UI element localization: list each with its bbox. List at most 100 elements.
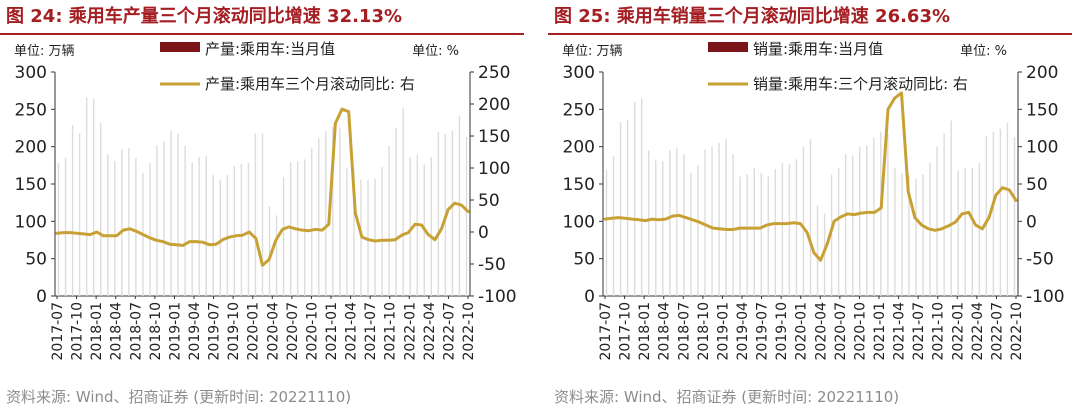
bar	[430, 157, 433, 296]
y-right-tick-label: 50	[1026, 175, 1048, 195]
bar	[605, 169, 608, 296]
x-tick-label: 2020-01	[246, 302, 262, 361]
bar	[395, 128, 397, 296]
unit-left: 单位: 万辆	[14, 44, 75, 59]
bar	[339, 127, 341, 297]
bar	[725, 139, 727, 296]
unit-left: 单位: 万辆	[562, 44, 623, 59]
title-rule	[0, 33, 524, 35]
x-tick-label: 2017-10	[70, 302, 86, 361]
y-left-tick-label: 300	[15, 63, 47, 83]
bar	[760, 172, 762, 296]
y-left-tick-label: 0	[584, 287, 595, 307]
bar	[711, 146, 713, 296]
y-right-tick-label: -50	[478, 255, 506, 275]
x-tick-label: 2019-10	[226, 302, 242, 361]
bar	[971, 167, 973, 296]
bar	[753, 168, 755, 296]
bar	[844, 154, 847, 296]
x-tick-label: 2018-07	[128, 302, 144, 361]
bar	[198, 157, 200, 296]
y-right-tick-label: -100	[1026, 287, 1065, 307]
bar	[690, 172, 692, 296]
y-left-tick-label: 50	[25, 250, 47, 270]
bar	[149, 163, 151, 296]
bar	[114, 160, 116, 296]
bar	[318, 138, 320, 296]
x-tick-label: 2020-04	[813, 302, 829, 361]
x-tick-label: 2018-01	[89, 302, 105, 361]
unit-right: 单位: %	[412, 44, 459, 59]
bar	[163, 141, 165, 296]
bar	[1013, 136, 1016, 296]
bar	[226, 175, 229, 296]
bar	[964, 167, 966, 296]
bar	[795, 159, 798, 296]
legend-line-label: 产量:乘用车三个月滚动同比: 右	[205, 75, 415, 93]
bar	[170, 130, 172, 296]
bar	[437, 131, 440, 296]
bar	[240, 163, 243, 296]
bar	[922, 174, 924, 296]
y-left-tick-label: 50	[573, 250, 595, 270]
bar	[268, 206, 271, 296]
y-left-tick-label: 200	[563, 138, 595, 158]
y-right-tick-label: 250	[478, 63, 510, 83]
bar	[957, 170, 959, 296]
x-tick-label: 2020-07	[285, 302, 301, 361]
bar	[802, 146, 805, 296]
x-tick-label: 2022-04	[970, 302, 986, 361]
x-tick-label: 2021-04	[344, 302, 360, 361]
x-tick-label: 2019-07	[755, 302, 771, 361]
x-tick-label: 2021-10	[931, 302, 947, 361]
bar	[640, 98, 643, 296]
x-tick-label: 2018-04	[109, 302, 125, 361]
bar	[999, 128, 1002, 296]
y-left-tick-label: 200	[15, 138, 47, 158]
x-tick-label: 2019-01	[715, 302, 731, 361]
bar	[908, 175, 910, 296]
x-tick-label: 2022-04	[422, 302, 438, 361]
bar	[135, 157, 137, 296]
bar	[346, 168, 348, 296]
bar	[212, 175, 214, 296]
bar	[128, 148, 130, 296]
x-tick-label: 2021-07	[363, 302, 379, 361]
bar	[718, 142, 720, 296]
bar	[852, 155, 854, 296]
y-right-tick-label: 200	[478, 95, 510, 115]
y-right-tick-label: -50	[1026, 250, 1054, 270]
bar	[289, 162, 292, 296]
legend-bar-swatch	[708, 42, 748, 52]
x-tick-label: 2021-04	[892, 302, 908, 361]
y-right-tick-label: 150	[478, 127, 510, 147]
x-tick-label: 2020-07	[833, 302, 849, 361]
legend-bar-label: 产量:乘用车:当月值	[205, 40, 335, 58]
figure-title: 图 24: 乘用车产量三个月滚动同比增速 32.13%	[6, 6, 403, 27]
x-tick-label: 2021-07	[911, 302, 927, 361]
bar	[781, 163, 784, 296]
x-tick-label: 2022-10	[1009, 302, 1025, 361]
bar	[676, 148, 678, 296]
bar	[873, 137, 875, 296]
bar	[71, 125, 74, 296]
bar	[936, 146, 938, 296]
bar	[619, 122, 622, 296]
y-right-tick-label: 100	[1026, 138, 1058, 158]
bar	[247, 163, 250, 296]
bar	[388, 145, 390, 296]
bar	[261, 133, 264, 296]
bar	[311, 148, 313, 296]
bar	[950, 120, 952, 297]
bar	[830, 174, 833, 296]
bar	[662, 160, 664, 296]
x-tick-label: 2021-01	[324, 302, 340, 361]
x-tick-label: 2018-04	[657, 302, 673, 361]
y-left-tick-label: 150	[15, 175, 47, 195]
bar	[121, 149, 123, 296]
x-tick-label: 2017-07	[598, 302, 614, 361]
x-tick-label: 2022-10	[461, 302, 477, 361]
bar	[64, 157, 67, 296]
